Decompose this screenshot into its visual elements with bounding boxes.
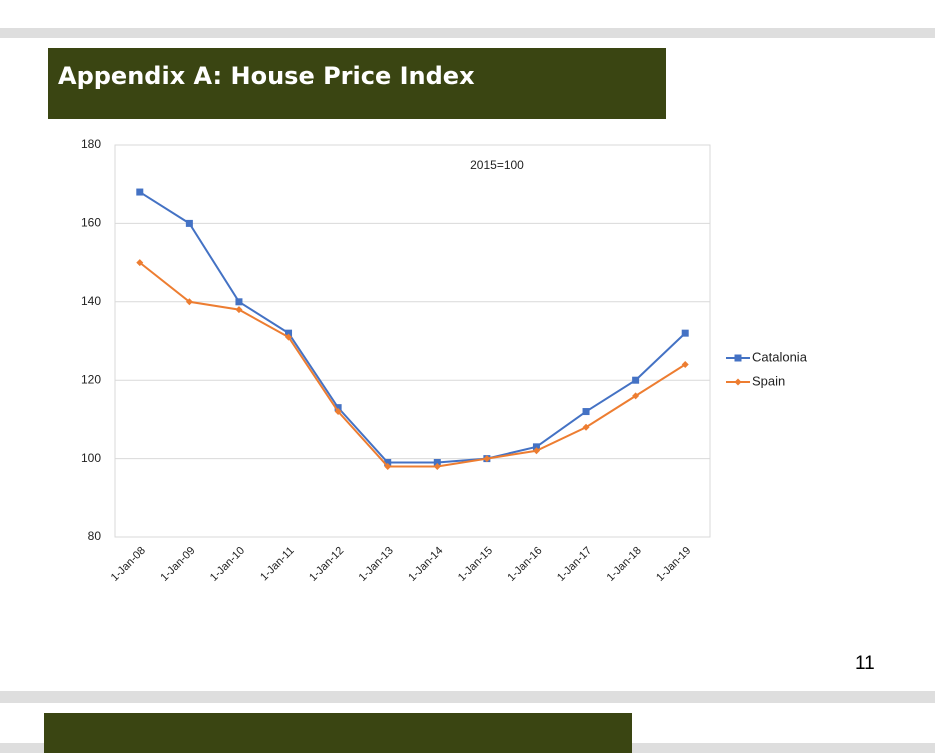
point-marker [185, 219, 193, 227]
point-marker [185, 298, 193, 306]
point-marker [734, 378, 742, 386]
point-marker [532, 443, 540, 451]
point-marker [235, 298, 243, 306]
chart: 2015=100 80 100 120 140 160 180 1-Jan-08 1-Jan-… [81, 137, 808, 584]
x-tick-label: 1-Jan-14 [406, 545, 445, 584]
x-tick-label: 1-Jan-10 [208, 545, 247, 584]
legend-label: Catalonia [752, 349, 808, 364]
x-tick-label: 1-Jan-08 [109, 545, 148, 584]
series-line [139, 191, 686, 464]
point-marker [285, 329, 293, 337]
x-tick-label: 1-Jan-19 [654, 545, 693, 584]
page-number: 11 [855, 653, 875, 674]
x-tick-label: 1-Jan-17 [555, 545, 594, 584]
slide: Appendix A: House Price Index 11 [0, 38, 935, 691]
previous-slide [0, 0, 935, 28]
point-marker [681, 361, 689, 369]
point-marker [582, 408, 590, 416]
point-marker [136, 259, 144, 267]
point-marker [582, 423, 590, 431]
slide-title: Appendix A: House Price Index [48, 48, 666, 119]
point-marker [433, 459, 441, 467]
legend-label: Spain [752, 373, 785, 388]
y-tick-label: 180 [81, 137, 101, 151]
point-marker [734, 354, 742, 362]
point-marker [334, 404, 342, 412]
x-tick-label: 1-Jan-11 [258, 545, 297, 584]
point-marker [285, 333, 293, 341]
x-tick-label: 1-Jan-09 [158, 545, 197, 584]
point-marker [681, 329, 689, 337]
annotation: 2015=100 [470, 158, 524, 172]
point-marker [235, 306, 243, 314]
x-tick-label: 1-Jan-12 [307, 545, 346, 584]
x-tick-label: 1-Jan-15 [456, 545, 495, 584]
point-marker [532, 447, 540, 455]
y-tick-label: 160 [81, 216, 101, 230]
x-tick-label: 1-Jan-16 [505, 545, 544, 584]
point-marker [632, 392, 640, 400]
y-tick-label: 140 [81, 294, 101, 308]
point-marker [384, 459, 392, 467]
point-marker [483, 455, 491, 463]
point-marker [136, 188, 144, 196]
y-tick-label: 100 [81, 451, 101, 465]
y-tick-label: 120 [81, 372, 101, 386]
plot-area [114, 144, 711, 538]
y-tick-label: 80 [88, 529, 102, 543]
point-marker [334, 408, 342, 416]
point-marker [433, 462, 441, 470]
series-line [139, 261, 686, 468]
point-marker [384, 462, 392, 470]
point-marker [632, 376, 640, 384]
x-tick-label: 1-Jan-13 [357, 545, 396, 584]
x-tick-label: 1-Jan-18 [605, 545, 644, 584]
